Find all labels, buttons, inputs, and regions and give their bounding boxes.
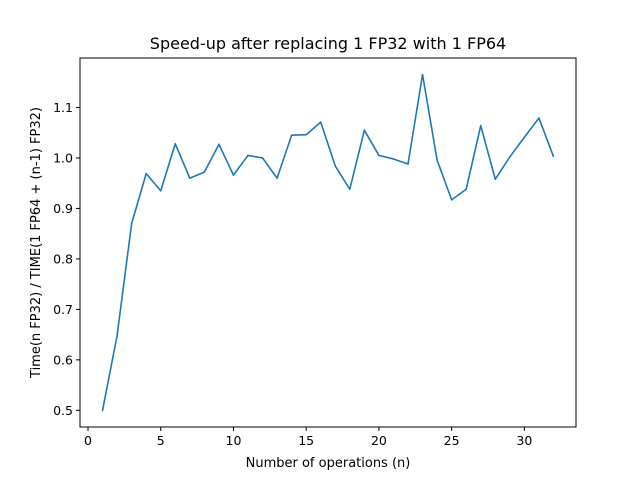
data-point: [218, 143, 220, 146]
data-point: [538, 117, 540, 119]
data-point: [334, 165, 337, 167]
data-point: [363, 129, 366, 131]
x-tick-label: 10: [226, 433, 242, 448]
data-point: [319, 121, 322, 123]
data-point: [261, 157, 264, 159]
data-point: [101, 409, 104, 412]
data-point: [174, 143, 177, 145]
x-tick-label: 15: [298, 433, 314, 448]
data-point: [116, 334, 118, 337]
y-tick-label: 0.5: [53, 403, 73, 418]
data-point: [305, 133, 307, 136]
data-point: [189, 177, 191, 179]
data-point: [523, 136, 526, 139]
data-point: [276, 177, 278, 179]
data-point: [421, 73, 424, 76]
data-point: [509, 156, 511, 158]
data-point: [392, 158, 395, 160]
y-tick-label: 0.7: [53, 302, 73, 317]
chart-title: Speed-up after replacing 1 FP32 with 1 F…: [150, 34, 506, 53]
data-point: [203, 171, 206, 173]
x-axis-label: Number of operations (n): [246, 456, 411, 471]
data-point: [349, 188, 351, 191]
data-point: [247, 154, 249, 157]
y-tick-label: 0.8: [53, 251, 73, 266]
data-point: [130, 222, 133, 225]
data-point: [450, 199, 453, 201]
series-line-group: [101, 73, 555, 412]
y-axis: 0.5 0.6 0.7 0.8 0.9 1.0 1.1: [53, 100, 80, 418]
data-point: [232, 174, 235, 176]
x-tick-label: 20: [371, 433, 387, 448]
x-tick-label: 30: [516, 433, 532, 448]
plot-frame: [79, 57, 577, 428]
data-point: [290, 134, 293, 137]
data-point: [145, 172, 147, 175]
y-axis-label: Time(n FP32) / TIME(1 FP64 + (n-1) FP32): [29, 107, 44, 379]
data-point: [494, 178, 497, 180]
x-tick-label: 0: [84, 433, 92, 448]
y-tick-label: 0.9: [53, 201, 73, 216]
y-tick-label: 1.0: [53, 150, 73, 165]
data-point: [378, 154, 380, 157]
x-tick-label: 5: [157, 433, 165, 448]
series-line: [101, 73, 555, 411]
data-point: [479, 124, 482, 127]
data-point: [407, 163, 409, 165]
data-point: [436, 159, 438, 161]
data-point: [465, 188, 467, 191]
y-tick-label: 1.1: [53, 100, 73, 115]
data-point: [552, 155, 555, 158]
x-tick-label: 25: [444, 433, 460, 448]
x-axis: 0 5 10 15 20 25 30: [84, 427, 532, 448]
data-point: [159, 189, 162, 192]
y-tick-label: 0.6: [53, 352, 73, 367]
